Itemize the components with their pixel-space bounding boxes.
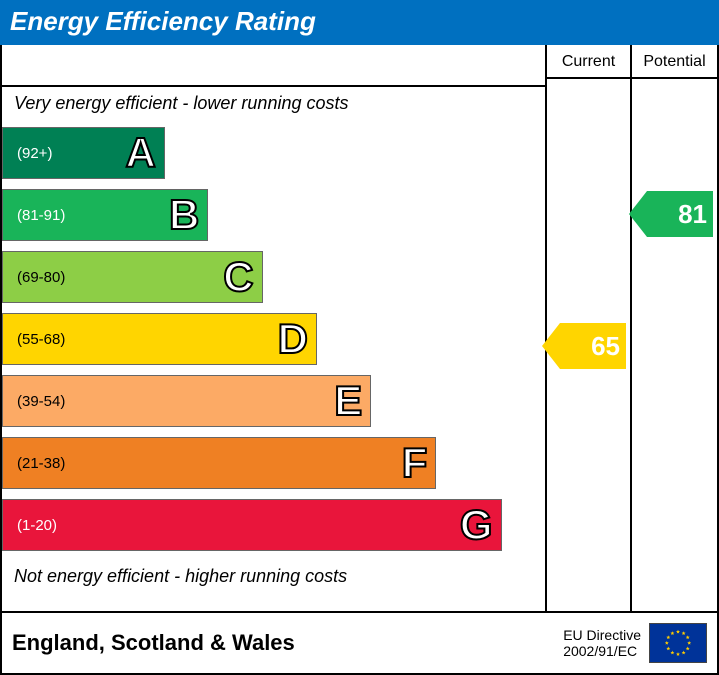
potential-value: 81 xyxy=(678,199,707,230)
band-bar-C: (69-80) C xyxy=(2,251,263,303)
chart-body: Very energy efficient - lower running co… xyxy=(0,45,719,675)
chart-title: Energy Efficiency Rating xyxy=(0,0,719,45)
band-range-G: (1-20) xyxy=(3,517,57,534)
potential-marker: 81 xyxy=(647,191,713,237)
band-range-F: (21-38) xyxy=(3,455,65,472)
band-range-E: (39-54) xyxy=(3,393,65,410)
band-row-G: (1-20) G xyxy=(2,496,545,554)
band-range-B: (81-91) xyxy=(3,207,65,224)
band-bar-B: (81-91) B xyxy=(2,189,208,241)
directive-line2: 2002/91/EC xyxy=(563,643,641,659)
footer-directive: EU Directive 2002/91/EC xyxy=(563,627,649,659)
band-letter-B: B xyxy=(169,191,199,239)
top-note: Very energy efficient - lower running co… xyxy=(2,87,545,118)
band-letter-D: D xyxy=(278,315,308,363)
bands-list: (92+) A (81-91) B (69-80) C (55-68) D (39-54) E (2… xyxy=(2,118,545,560)
eu-flag-icon xyxy=(649,623,707,663)
band-bar-G: (1-20) G xyxy=(2,499,502,551)
band-bar-A: (92+) A xyxy=(2,127,165,179)
chart-grid: Very energy efficient - lower running co… xyxy=(2,45,717,611)
band-row-D: (55-68) D xyxy=(2,310,545,368)
current-column: Current 65 xyxy=(547,45,632,611)
band-bar-D: (55-68) D xyxy=(2,313,317,365)
chart-footer: England, Scotland & Wales EU Directive 2… xyxy=(2,611,717,673)
band-letter-G: G xyxy=(460,501,493,549)
band-letter-C: C xyxy=(223,253,253,301)
bands-column: Very energy efficient - lower running co… xyxy=(2,45,547,611)
directive-line1: EU Directive xyxy=(563,627,641,643)
potential-header: Potential xyxy=(632,45,717,79)
current-value: 65 xyxy=(591,331,620,362)
band-range-D: (55-68) xyxy=(3,331,65,348)
band-bar-F: (21-38) F xyxy=(2,437,436,489)
footer-region: England, Scotland & Wales xyxy=(12,630,563,656)
current-header: Current xyxy=(547,45,630,79)
potential-column: Potential 81 xyxy=(632,45,717,611)
band-letter-E: E xyxy=(334,377,362,425)
band-letter-F: F xyxy=(402,439,428,487)
band-row-B: (81-91) B xyxy=(2,186,545,244)
band-range-C: (69-80) xyxy=(3,269,65,286)
band-bar-E: (39-54) E xyxy=(2,375,371,427)
band-letter-A: A xyxy=(126,129,156,177)
epc-chart: Energy Efficiency Rating Very energy eff… xyxy=(0,0,719,675)
band-range-A: (92+) xyxy=(3,145,52,162)
bands-header-spacer xyxy=(2,53,545,87)
band-row-E: (39-54) E xyxy=(2,372,545,430)
bottom-note: Not energy efficient - higher running co… xyxy=(2,560,545,591)
band-row-F: (21-38) F xyxy=(2,434,545,492)
current-marker: 65 xyxy=(560,323,626,369)
band-row-C: (69-80) C xyxy=(2,248,545,306)
band-row-A: (92+) A xyxy=(2,124,545,182)
